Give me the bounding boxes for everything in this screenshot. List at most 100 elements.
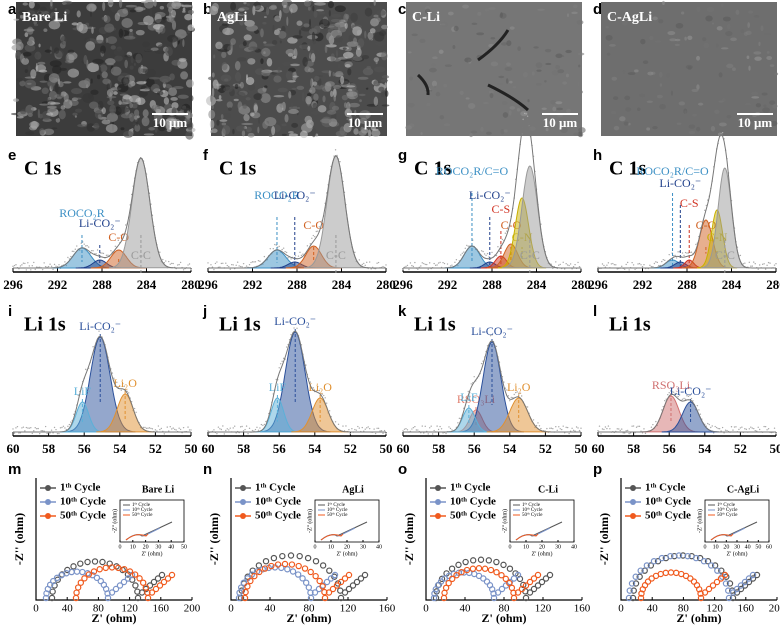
eis-point <box>120 578 128 586</box>
sem-texture <box>718 72 723 78</box>
sem-texture <box>260 58 264 65</box>
sem-texture <box>220 74 232 82</box>
x-tick-label: 54 <box>503 441 517 456</box>
raw-data <box>745 428 748 431</box>
raw-data <box>361 426 363 429</box>
raw-data <box>278 367 280 369</box>
x-tick-label: 160 <box>379 603 396 615</box>
raw-data <box>37 427 39 430</box>
sem-texture <box>163 97 170 105</box>
inset-tick-label: 20 <box>344 544 350 550</box>
sem-texture <box>346 117 349 121</box>
raw-data <box>297 255 300 257</box>
eis-point <box>530 575 538 582</box>
sem-texture <box>271 126 276 136</box>
eis-point <box>500 561 507 569</box>
raw-data <box>50 429 53 431</box>
sem-texture <box>170 96 178 101</box>
eis-point <box>337 578 345 586</box>
raw-data <box>739 254 742 257</box>
eis-point <box>455 561 462 569</box>
peak-label: Li-CO₂⁻ <box>469 188 511 202</box>
raw-data <box>744 428 746 430</box>
raw-data <box>47 265 50 268</box>
sem-texture <box>731 67 736 71</box>
sem-texture <box>745 30 752 35</box>
inset-curve <box>320 533 344 541</box>
raw-data <box>95 253 97 255</box>
raw-data <box>92 250 94 252</box>
raw-data <box>417 268 419 270</box>
raw-data <box>125 224 127 226</box>
sem-texture <box>334 5 346 13</box>
raw-data <box>355 429 358 431</box>
panel-letter: k <box>398 303 407 320</box>
raw-data <box>568 432 570 435</box>
sem-texture <box>301 91 305 102</box>
sem-texture <box>241 130 246 137</box>
sem-texture <box>685 64 693 70</box>
raw-data <box>748 261 750 264</box>
sem-texture <box>359 99 362 103</box>
raw-data <box>263 255 266 258</box>
sem-texture <box>51 127 58 130</box>
raw-data <box>39 432 41 435</box>
sem-texture <box>318 10 326 15</box>
eis-point <box>707 562 715 569</box>
sem-texture <box>143 133 155 136</box>
sem-texture <box>103 15 111 24</box>
sem-texture <box>48 90 58 100</box>
raw-data <box>604 266 607 268</box>
raw-data <box>569 263 572 265</box>
sem-texture <box>260 93 271 104</box>
sem-texture <box>476 32 485 36</box>
sem-texture <box>262 121 269 129</box>
raw-data <box>250 261 252 264</box>
raw-data <box>649 264 651 267</box>
inset-tick-label: 10 <box>713 544 719 550</box>
raw-data <box>753 427 755 430</box>
raw-data <box>52 268 54 271</box>
sem-texture <box>86 123 96 132</box>
sem-texture <box>84 78 91 85</box>
sem-texture <box>53 18 64 23</box>
sem-texture <box>242 40 247 47</box>
sem-texture <box>150 47 159 51</box>
raw-data <box>377 427 380 430</box>
eis-point <box>131 571 139 578</box>
sem-texture <box>129 112 135 122</box>
x-tick-label: 284 <box>527 277 547 292</box>
x-axis-label: Z' (ohm) <box>287 611 332 625</box>
sem-texture <box>138 66 143 74</box>
legend-marker <box>240 485 246 491</box>
raw-data <box>643 428 645 430</box>
eis-point <box>494 589 502 596</box>
raw-data <box>661 409 663 411</box>
raw-data <box>485 254 487 256</box>
raw-data <box>556 429 558 432</box>
sem-texture <box>506 62 511 67</box>
sem-texture <box>312 5 315 12</box>
sem-texture <box>301 123 313 133</box>
inset-tick-label: 60 <box>766 544 772 550</box>
raw-data <box>235 264 237 266</box>
inset-tick-label: 40 <box>168 544 174 550</box>
x-axis-label: Z' (ohm) <box>677 611 722 625</box>
sem-texture <box>357 90 362 95</box>
inset-legend-label: 10ᵗʰ Cycle <box>522 507 543 513</box>
sem-crack <box>487 83 529 112</box>
sem-texture <box>484 8 489 12</box>
x-tick-label: 296 <box>588 277 608 292</box>
raw-data <box>190 268 192 271</box>
sem-texture <box>35 64 47 73</box>
x-tick-label: 292 <box>243 277 263 292</box>
sem-texture <box>149 7 153 17</box>
sem-texture <box>340 59 352 62</box>
panel-letter: h <box>593 147 602 164</box>
raw-data <box>28 265 31 267</box>
inset-y-label: -Z'' (ohm) <box>306 509 313 533</box>
sem-texture <box>747 22 751 29</box>
sem-texture <box>413 108 417 114</box>
raw-data <box>53 263 56 266</box>
inset-legend-label: 1ᵗʰ Cycle <box>717 502 736 508</box>
